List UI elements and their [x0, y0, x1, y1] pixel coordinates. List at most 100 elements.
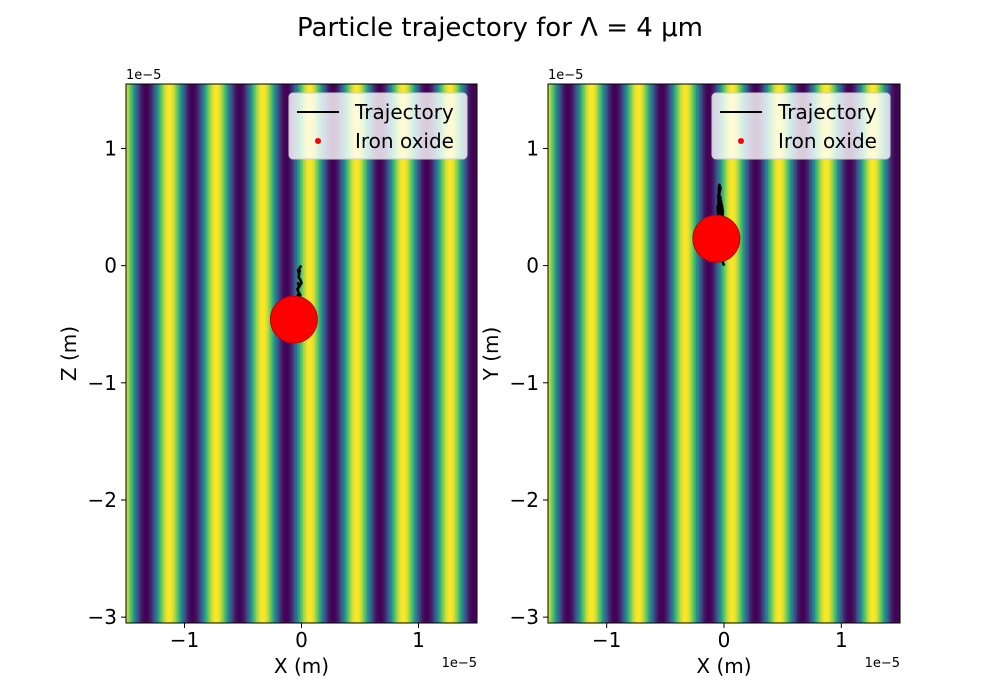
fringe-strip [762, 84, 765, 623]
legend-trajectory-label: Trajectory [777, 100, 877, 124]
fringe-strip [269, 84, 272, 623]
fringe-strip [153, 84, 156, 623]
chart-panel-2: −1 0 1 −3 −2 −1 0 1 1e−5 1e−5 X (m) Y (m) Trajectory… [479, 68, 901, 678]
fringe-strip [340, 84, 344, 623]
fringe-strip [550, 84, 553, 623]
fringe-strip [706, 84, 709, 623]
fringe-strip [218, 84, 221, 623]
y-tick-label: 1 [104, 136, 117, 160]
fringe-strip [393, 84, 396, 623]
fringe-strip [400, 84, 404, 623]
fringe-strip [583, 84, 586, 623]
legend-particle-swatch [315, 138, 321, 144]
fringe-strip [806, 84, 809, 623]
legend-particle-swatch [738, 138, 744, 144]
fringe-strip [693, 84, 696, 623]
fringe-strip [886, 84, 889, 623]
fringe-strip [403, 84, 406, 623]
y-axis-label: Y (m) [479, 327, 503, 382]
fringe-strip [307, 84, 310, 623]
fringe-strip [836, 84, 839, 623]
fringe-strip [275, 84, 278, 623]
fringe-strip [628, 84, 631, 623]
fringe-strip [555, 84, 558, 623]
fringe-strip [443, 84, 446, 623]
fringe-strip [427, 84, 430, 623]
fringe-strip [349, 84, 352, 623]
fringe-strip [472, 84, 475, 623]
fringe-strip [402, 84, 405, 623]
fringe-strip [864, 84, 867, 623]
fringe-strip [791, 84, 794, 623]
fringe-strip [753, 84, 756, 623]
fringe-strip [133, 84, 136, 623]
fringe-strip [231, 84, 234, 623]
fringe-strip [390, 84, 393, 623]
fringe-strip [294, 84, 297, 623]
fringe-strip [734, 84, 737, 623]
fringe-strip [332, 84, 335, 623]
fringe-strip [291, 84, 294, 623]
fringe-strip [152, 84, 155, 623]
fringe-strip [584, 84, 587, 623]
fringe-strip [625, 84, 628, 623]
fringe-strip [630, 84, 633, 623]
fringe-strip [746, 84, 749, 623]
fringe-strip [411, 84, 414, 623]
fringe-strip [885, 84, 888, 623]
fringe-strip [731, 84, 734, 623]
fringe-strip [343, 84, 346, 623]
fringe-strip [707, 84, 710, 623]
fringe-strip [609, 84, 612, 623]
fringe-strip [616, 84, 619, 623]
fringe-strip [197, 84, 200, 623]
fringe-strip [146, 84, 149, 623]
fringe-strip [387, 84, 390, 623]
fringe-strip [831, 84, 834, 623]
fringe-strip [259, 84, 262, 623]
fringe-strip [875, 84, 878, 623]
fringe-strip [409, 84, 412, 623]
fringe-strip [773, 84, 776, 623]
fringe-strip [345, 84, 348, 623]
x-offset-text: 1e−5 [865, 656, 900, 671]
fringe-strip [191, 84, 194, 623]
fringe-strip [856, 84, 859, 623]
fringe-strip [174, 84, 177, 623]
fringe-strip [166, 84, 170, 623]
fringe-strip [575, 84, 578, 623]
fringe-strip [590, 84, 593, 623]
fringe-strip [175, 84, 178, 623]
fringe-strip [149, 84, 152, 623]
fringe-strip [399, 84, 402, 623]
fringe-strip [751, 84, 754, 623]
fringe-strip [650, 84, 653, 623]
legend-particle-label: Iron oxide [355, 129, 454, 153]
fringe-strip [637, 84, 640, 623]
fringe-strip [235, 84, 238, 623]
fringe-strip [897, 84, 900, 623]
fringe-strip [238, 84, 241, 623]
fringe-strip [594, 84, 597, 623]
fringe-strip [688, 84, 691, 623]
fringe-strip [785, 84, 788, 623]
fringe-strip [194, 84, 197, 623]
fringe-strip [615, 84, 618, 623]
fringe-strip [434, 84, 437, 623]
fringe-strip [131, 84, 134, 623]
fringe-strip [634, 84, 637, 623]
fringe-strip [362, 84, 365, 623]
fringe-strip [386, 84, 389, 623]
fringe-strip [841, 84, 844, 623]
fringe-strip [851, 84, 854, 623]
fringe-strip [662, 84, 665, 623]
fringe-strip [150, 84, 153, 623]
fringe-strip [270, 84, 273, 623]
fringe-strip [310, 84, 313, 623]
fringe-strip [460, 84, 463, 623]
fringe-strip [188, 84, 191, 623]
fringe-strip [383, 84, 386, 623]
fringe-strip [212, 84, 215, 623]
fringe-strip [237, 84, 240, 623]
